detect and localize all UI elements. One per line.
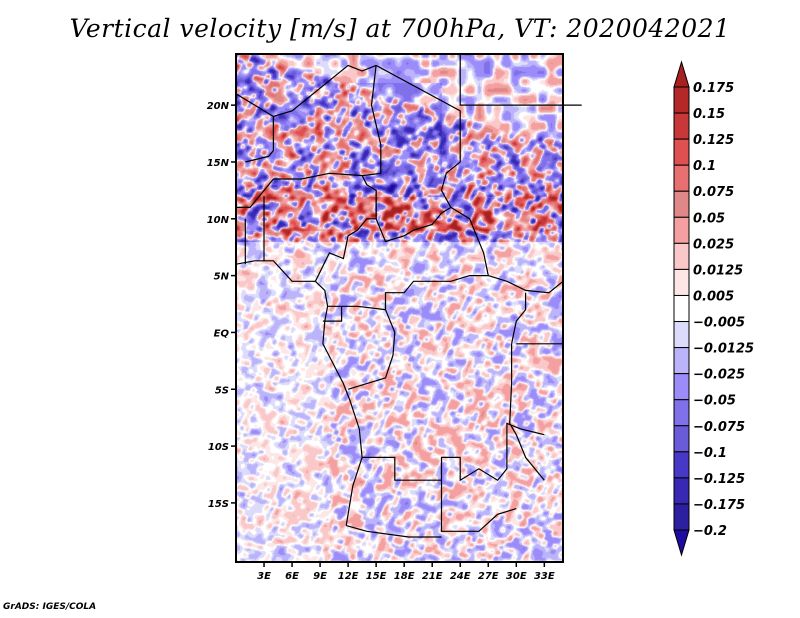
map-frame: [235, 53, 564, 563]
x-tick-label: 12E: [338, 571, 359, 582]
colorbar-label: 0.1: [693, 159, 716, 174]
colorbar-label: 0.075: [693, 185, 734, 200]
country-border: [375, 64, 461, 208]
colorbar-label: −0.125: [693, 472, 745, 487]
colorbar-label: 0.125: [693, 133, 734, 148]
x-tick-label: 15E: [366, 571, 387, 582]
colorbar-label: −0.1: [693, 446, 727, 461]
x-tick-label: 27E: [478, 571, 499, 582]
country-border: [235, 64, 377, 118]
colorbar-swatch: [673, 216, 690, 244]
colorbar-swatch: [673, 347, 690, 375]
chart-title: Vertical velocity [m/s] at 700hPa, VT: 2…: [69, 14, 731, 43]
x-tick-label: 9E: [313, 571, 327, 582]
colorbar-swatch: [673, 164, 690, 192]
country-border: [236, 178, 274, 208]
country-border: [450, 206, 489, 276]
y-tick-label: 20N: [207, 101, 230, 112]
y-tick-label: EQ: [214, 328, 230, 339]
colorbar-swatch: [673, 112, 690, 140]
y-tick-label: 5S: [215, 385, 229, 396]
colorbar-swatch: [673, 373, 690, 401]
colorbar-label: −0.0125: [693, 342, 754, 357]
colorbar-label: 0.15: [693, 107, 725, 122]
vertical-velocity-field: [236, 54, 563, 562]
x-tick-label: 6E: [285, 571, 299, 582]
country-borders: [235, 54, 582, 538]
y-axis: 20N 15N 10N 5N EQ 5S 10S 15S: [207, 101, 236, 510]
colorbar-label: −0.2: [693, 524, 727, 539]
colorbar-swatch: [673, 425, 690, 453]
colorbar-label: 0.175: [693, 81, 734, 96]
grads-credit: GrADS: IGES/COLA: [3, 602, 97, 612]
map-plot-area: [236, 54, 563, 562]
colorbar-label: −0.075: [693, 420, 745, 435]
country-border: [509, 343, 545, 481]
colorbar-swatch: [673, 268, 690, 296]
x-tick-label: 24E: [450, 571, 471, 582]
colorbar-swatch: [673, 321, 690, 349]
colorbar-label: −0.05: [693, 394, 736, 409]
colorbar-swatch: [673, 399, 690, 427]
x-axis: 3E 6E 9E 12E 15E 18E 21E 24E 27E 30E 33E: [257, 562, 555, 582]
x-tick-label: 33E: [534, 571, 555, 582]
country-border: [322, 306, 343, 322]
country-border: [511, 292, 527, 344]
colorbar-swatch: [673, 294, 690, 323]
y-tick-label: 15N: [207, 158, 230, 169]
colorbar-label: 0.05: [693, 211, 725, 226]
colorbar-label: 0.0125: [693, 263, 743, 278]
country-border: [375, 206, 452, 243]
colorbar-label: −0.175: [693, 498, 745, 513]
colorbar-swatch: [673, 138, 690, 166]
country-border: [235, 260, 363, 526]
country-border: [314, 190, 377, 282]
colorbar-label: −0.025: [693, 368, 745, 383]
colorbar-swatch: [673, 242, 690, 270]
colorbar-label: 0.005: [693, 289, 734, 304]
country-border: [440, 422, 545, 482]
colorbar-swatch: [673, 190, 690, 218]
country-border: [362, 456, 517, 532]
colorbar-extend-top: [673, 60, 690, 88]
colorbar: 0.175 0.15 0.125 0.1 0.075 0.05 0.025 0.0125 0.0…: [673, 60, 754, 557]
country-border: [273, 172, 377, 219]
country-border: [347, 309, 396, 390]
colorbar-swatch: [673, 503, 690, 531]
x-tick-label: 21E: [422, 571, 443, 582]
colorbar-extend-bottom: [673, 529, 690, 557]
y-tick-label: 5N: [214, 272, 230, 283]
colorbar-label: 0.025: [693, 237, 734, 252]
x-tick-label: 3E: [257, 571, 271, 582]
x-tick-label: 30E: [506, 571, 527, 582]
y-tick-label: 10S: [208, 442, 229, 453]
y-tick-label: 15S: [208, 499, 229, 510]
y-tick-label: 10N: [207, 215, 230, 226]
country-border: [327, 275, 564, 311]
country-border: [245, 116, 274, 163]
country-border: [346, 525, 442, 538]
colorbar-label: −0.005: [693, 316, 745, 331]
colorbar-swatch: [673, 477, 690, 505]
country-border: [362, 65, 382, 177]
colorbar-swatch: [673, 451, 690, 479]
x-tick-label: 18E: [394, 571, 415, 582]
colorbar-swatch: [673, 86, 690, 114]
country-border: [459, 54, 582, 106]
